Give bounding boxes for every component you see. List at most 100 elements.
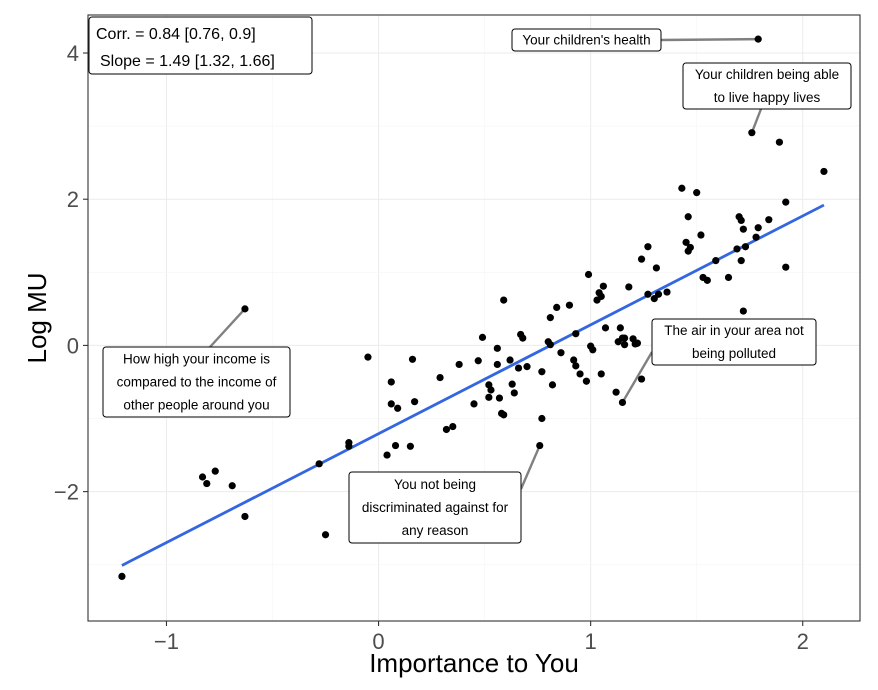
data-point bbox=[391, 441, 400, 450]
y-axis-ticks: −2 0 2 4 bbox=[54, 41, 88, 505]
data-point bbox=[514, 364, 523, 372]
data-point bbox=[572, 362, 580, 370]
data-point bbox=[754, 224, 762, 232]
data-point bbox=[612, 388, 620, 396]
data-point bbox=[387, 378, 395, 386]
annotation-box bbox=[651, 318, 817, 366]
data-point bbox=[597, 370, 605, 378]
data-point bbox=[644, 243, 652, 251]
data-point bbox=[449, 422, 457, 431]
data-point bbox=[765, 216, 773, 224]
stats-box-frame bbox=[88, 16, 313, 75]
data-point bbox=[712, 257, 720, 265]
annotation-text: to live happy lives bbox=[714, 90, 821, 105]
data-point bbox=[228, 482, 236, 490]
data-point bbox=[203, 479, 211, 488]
data-point bbox=[383, 451, 391, 459]
data-point bbox=[500, 296, 508, 304]
data-point bbox=[495, 394, 504, 402]
data-point bbox=[584, 270, 593, 279]
y-axis-title: Log MU bbox=[22, 272, 52, 363]
data-point bbox=[682, 238, 690, 246]
data-points bbox=[118, 35, 828, 581]
annotation-leader bbox=[750, 108, 763, 134]
data-point bbox=[485, 393, 493, 401]
x-tick-label: 1 bbox=[585, 629, 597, 654]
data-point bbox=[570, 356, 578, 364]
data-point bbox=[741, 243, 750, 251]
data-point bbox=[493, 360, 501, 369]
data-point bbox=[546, 341, 554, 349]
y-tick-label: 0 bbox=[67, 333, 79, 358]
data-point bbox=[493, 344, 501, 352]
annotation-text: other people around you bbox=[123, 398, 269, 413]
data-point bbox=[601, 324, 610, 332]
data-point bbox=[597, 292, 605, 301]
data-point bbox=[211, 467, 219, 475]
data-point bbox=[733, 245, 741, 253]
data-point bbox=[654, 290, 663, 298]
annotation-box bbox=[348, 471, 522, 544]
data-point bbox=[470, 400, 478, 408]
data-point bbox=[582, 377, 591, 385]
annotation-leader bbox=[519, 445, 541, 490]
annotation-box bbox=[102, 346, 291, 418]
data-point bbox=[625, 283, 633, 291]
annotation-labels: Your children's health Your children bein… bbox=[102, 28, 852, 544]
data-point bbox=[548, 381, 557, 389]
stats-box: Corr. = 0.84 [0.76, 0.9] Slope = 1.49 [1… bbox=[88, 16, 313, 75]
data-point bbox=[478, 333, 487, 341]
data-point bbox=[408, 355, 417, 363]
data-point bbox=[321, 531, 330, 539]
data-point bbox=[589, 346, 597, 354]
data-point bbox=[618, 398, 627, 407]
data-point bbox=[241, 305, 249, 313]
grid bbox=[88, 15, 860, 621]
data-point bbox=[315, 460, 323, 468]
data-point bbox=[820, 167, 828, 176]
annotation-box bbox=[511, 28, 662, 52]
data-point bbox=[523, 363, 531, 371]
data-point bbox=[576, 370, 584, 378]
data-point bbox=[387, 400, 395, 408]
regression-line bbox=[121, 203, 825, 567]
data-point bbox=[436, 373, 444, 382]
data-point bbox=[684, 213, 692, 221]
x-tick-label: 2 bbox=[797, 629, 809, 654]
stats-correlation: Corr. = 0.84 [0.76, 0.9] bbox=[96, 26, 256, 43]
data-point bbox=[546, 314, 554, 322]
y-tick-label: 2 bbox=[67, 187, 79, 212]
data-point bbox=[652, 264, 660, 272]
data-point bbox=[782, 198, 790, 206]
stats-slope: Slope = 1.49 [1.32, 1.66] bbox=[100, 53, 275, 70]
data-point bbox=[406, 442, 414, 450]
data-point bbox=[644, 290, 652, 298]
data-point bbox=[616, 324, 624, 332]
data-point bbox=[620, 341, 629, 349]
data-point bbox=[538, 368, 546, 376]
data-point bbox=[510, 389, 518, 397]
plot-panel-border bbox=[87, 14, 861, 622]
annotation-text: any reason bbox=[402, 523, 469, 538]
x-axis-title: Importance to You bbox=[369, 648, 579, 678]
data-point bbox=[748, 129, 756, 137]
annotation-text: Your children's health bbox=[522, 33, 650, 48]
data-point bbox=[538, 414, 546, 423]
data-point bbox=[394, 404, 402, 412]
data-point bbox=[782, 263, 790, 271]
annotation-text: being polluted bbox=[692, 346, 776, 361]
data-point bbox=[637, 255, 646, 263]
data-point bbox=[739, 307, 747, 315]
annotation-text: Your children being able bbox=[695, 67, 839, 82]
annotation-leaders bbox=[209, 37, 763, 490]
data-point bbox=[686, 243, 694, 252]
data-point bbox=[620, 334, 629, 342]
data-point bbox=[752, 233, 760, 241]
annotation-text: discriminated against for bbox=[362, 500, 509, 515]
data-point bbox=[724, 273, 733, 282]
y-tick-label: 4 bbox=[67, 41, 79, 66]
annotation-leader bbox=[660, 37, 759, 42]
data-point bbox=[553, 303, 561, 312]
